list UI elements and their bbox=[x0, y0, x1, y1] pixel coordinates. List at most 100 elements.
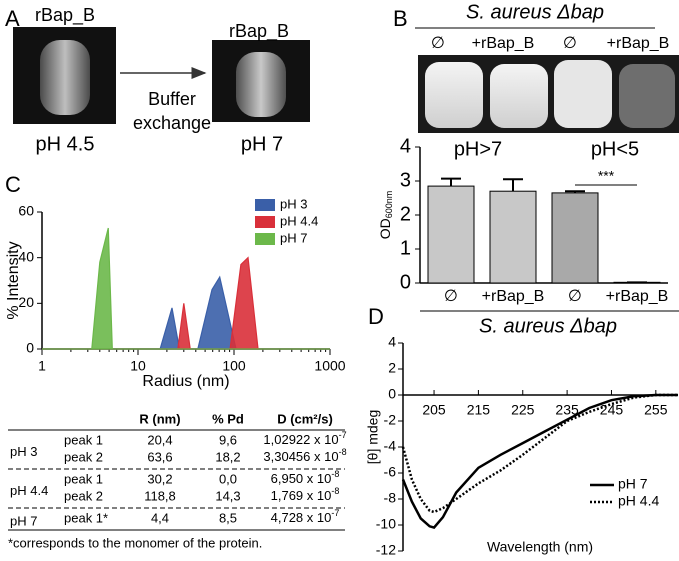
y-tick-label: 0 bbox=[400, 271, 411, 293]
y-tick-label: -6 bbox=[384, 464, 397, 480]
table-header: % Pd bbox=[212, 411, 244, 426]
y-axis-label: % Intensity bbox=[5, 241, 22, 319]
y-tick-label: 20 bbox=[18, 294, 34, 310]
table-cell: 63,6 bbox=[147, 449, 172, 464]
x-tick-label: 10 bbox=[130, 358, 146, 374]
y-tick-label: -8 bbox=[384, 490, 397, 506]
tube bbox=[554, 60, 612, 128]
table-cell: peak 1 bbox=[64, 432, 103, 447]
legend-label: pH 7 bbox=[280, 230, 307, 245]
significance-label: *** bbox=[598, 168, 615, 184]
legend-swatch bbox=[255, 233, 275, 245]
photo-label: ∅ bbox=[431, 35, 445, 52]
y-tick-label: -2 bbox=[384, 412, 397, 428]
ph-label: pH<5 bbox=[591, 138, 639, 160]
x-tick-label: 255 bbox=[644, 402, 668, 418]
table-cell-value: 1,769 x 10 bbox=[271, 488, 332, 503]
y-tick-label: 0 bbox=[388, 386, 396, 402]
ph-label: pH>7 bbox=[454, 138, 502, 160]
ph-label: pH 4.5 bbox=[36, 133, 95, 155]
area bbox=[42, 227, 330, 350]
legend-label: pH 4.4 bbox=[280, 213, 318, 228]
table-cell: peak 2 bbox=[64, 488, 103, 503]
x-tick-label: 1 bbox=[38, 358, 46, 374]
x-tick-label: +rBap_B bbox=[482, 288, 545, 305]
table-cell-exponent: -8 bbox=[339, 447, 347, 457]
table-cell: 4,4 bbox=[151, 510, 169, 525]
y-tick-label: 0 bbox=[26, 340, 34, 356]
tube-label: rBap_B bbox=[229, 21, 289, 42]
legend-label: pH 3 bbox=[280, 196, 307, 211]
y-tick-label: 40 bbox=[18, 248, 34, 264]
table-cell: 1,02922 x 10-7 bbox=[263, 430, 346, 447]
curve bbox=[401, 393, 678, 530]
panel-label: D bbox=[368, 304, 384, 329]
tube-label: rBap_B bbox=[35, 5, 95, 26]
tube bbox=[619, 64, 675, 128]
y-tick-label: -12 bbox=[376, 542, 396, 558]
y-tick-label: 60 bbox=[18, 203, 34, 219]
table-cell: 0,0 bbox=[219, 471, 237, 486]
photo-label: ∅ bbox=[563, 35, 577, 52]
y-tick-label: -4 bbox=[384, 438, 397, 454]
arrow-label: exchange bbox=[133, 113, 211, 133]
table-header: D (cm²/s) bbox=[277, 411, 333, 426]
bar bbox=[427, 185, 475, 284]
table-group-label: pH 3 bbox=[10, 444, 37, 459]
arrow-label: Buffer bbox=[148, 89, 196, 109]
table-cell: peak 2 bbox=[64, 449, 103, 464]
legend-swatch bbox=[255, 199, 275, 211]
x-axis-label: Wavelength (nm) bbox=[487, 539, 593, 555]
table-group-label: pH 4.4 bbox=[10, 483, 48, 498]
x-tick-label: 215 bbox=[467, 402, 491, 418]
table-group-label: pH 7 bbox=[10, 513, 37, 528]
y-axis-label: OD600nm bbox=[377, 191, 395, 240]
table-cell: 18,2 bbox=[215, 449, 240, 464]
y-tick-label: 1 bbox=[400, 237, 411, 259]
table-cell-value: 4,728 x 10 bbox=[271, 510, 332, 525]
legend-label: pH 4.4 bbox=[618, 493, 659, 509]
photo-label: +rBap_B bbox=[472, 35, 535, 52]
table-cell: 3,30456 x 10-8 bbox=[263, 447, 346, 464]
y-tick-label: 3 bbox=[400, 169, 411, 191]
bar bbox=[613, 281, 661, 284]
x-tick-label: ∅ bbox=[568, 288, 582, 305]
y-axis-label: [θ] mdeg bbox=[365, 410, 381, 464]
y-tick-label: -10 bbox=[376, 516, 396, 532]
table-cell: 30,2 bbox=[147, 471, 172, 486]
x-tick-label: +rBap_B bbox=[606, 288, 669, 305]
y-tick-label: 2 bbox=[388, 360, 396, 376]
table-cell: 20,4 bbox=[147, 432, 172, 447]
table-cell-value: 1,02922 x 10 bbox=[263, 432, 338, 447]
table-cell-exponent: -8 bbox=[331, 469, 339, 479]
table-cell: 118,8 bbox=[144, 488, 176, 503]
y-axis-label-main: OD bbox=[377, 218, 393, 239]
panel-b: B S. aureus Δbap ∅ +rBap_B ∅ +rBap_B pH>… bbox=[393, 1, 679, 160]
panel-label: C bbox=[5, 172, 21, 197]
panel-label: A bbox=[5, 6, 20, 31]
table-cell: 1,769 x 10-8 bbox=[271, 486, 340, 503]
ph-label: pH 7 bbox=[241, 133, 283, 155]
table-cell: 14,3 bbox=[215, 488, 240, 503]
legend-label: pH 7 bbox=[618, 476, 648, 492]
bar bbox=[551, 192, 599, 284]
table-header: R (nm) bbox=[139, 411, 180, 426]
tube bbox=[490, 64, 548, 128]
table-cell-exponent: -8 bbox=[331, 486, 339, 496]
table-cell: 8,5 bbox=[219, 510, 237, 525]
tube bbox=[236, 52, 286, 117]
y-tick-label: 2 bbox=[400, 203, 411, 225]
x-tick-label: 225 bbox=[511, 402, 535, 418]
table-cell: peak 1 bbox=[64, 471, 103, 486]
table-cell-value: 6,950 x 10 bbox=[271, 471, 332, 486]
tube bbox=[425, 62, 483, 128]
area bbox=[42, 256, 330, 350]
x-tick-label: 100 bbox=[222, 358, 246, 374]
panel-a: A rBap_B rBap_B Buffer exchange pH 4.5 p… bbox=[5, 5, 310, 155]
x-axis-label: S. aureus Δbap bbox=[479, 315, 617, 337]
table-cell: peak 1* bbox=[64, 510, 108, 525]
curve bbox=[401, 393, 678, 514]
table-cell-exponent: -7 bbox=[331, 508, 339, 518]
x-tick-label: 205 bbox=[422, 402, 446, 418]
